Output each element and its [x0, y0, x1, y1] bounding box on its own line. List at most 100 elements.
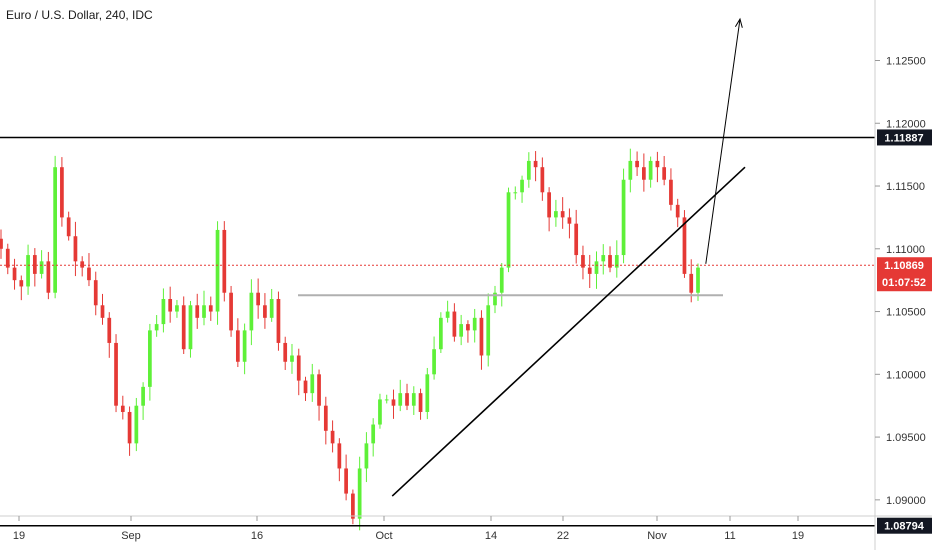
candle-body — [114, 342, 118, 406]
candle-body — [513, 192, 518, 194]
candle-body — [411, 393, 416, 406]
candle-body — [80, 261, 85, 268]
candlestick-series — [0, 148, 700, 531]
candle-body — [371, 424, 376, 444]
candle-body — [120, 405, 125, 412]
candle-body — [181, 305, 186, 350]
time-tick-label: 11 — [724, 530, 735, 542]
candle-body — [581, 255, 585, 268]
candle-body — [310, 374, 315, 394]
candle-body — [5, 248, 10, 268]
candle-body — [202, 305, 206, 318]
candle-body — [66, 217, 71, 237]
candle-body — [533, 160, 538, 168]
candle-body — [506, 192, 511, 268]
candle-body — [526, 160, 531, 180]
candle-body — [19, 280, 24, 287]
candle-body — [493, 292, 497, 306]
candle-body — [499, 267, 504, 293]
bar-countdown-label: 01:07:52 — [882, 277, 926, 289]
candle-body — [648, 160, 653, 180]
time-axis[interactable]: 19 Sep 16 Oct 14 22 Nov 11 19 — [13, 516, 804, 542]
candle-body — [364, 443, 369, 469]
candle-body — [378, 399, 382, 425]
bottom-price-label: 1.08794 — [884, 521, 925, 533]
candle-body — [601, 255, 606, 262]
candle-body — [682, 217, 687, 274]
candle-body — [290, 355, 294, 362]
candle-body — [574, 223, 579, 256]
candle-body — [154, 324, 159, 331]
price-tick-label: 1.12000 — [886, 118, 926, 130]
time-tick-label: Sep — [121, 530, 141, 542]
time-tick-label: 19 — [13, 530, 25, 542]
candle-body — [445, 311, 450, 318]
price-axis[interactable]: 1.12500 1.12000 1.11500 1.11000 1.10500 1.100… — [875, 56, 926, 507]
candle-body — [12, 267, 17, 281]
candle-body — [141, 386, 145, 406]
candle-body — [0, 238, 3, 249]
candle-body — [148, 330, 152, 387]
price-tick-label: 1.09500 — [886, 432, 926, 444]
candle-body — [560, 211, 565, 218]
candle-body — [269, 299, 274, 318]
candle-body — [594, 261, 599, 274]
candle-body — [466, 324, 470, 331]
candle-body — [60, 167, 64, 218]
candle-body — [357, 468, 362, 519]
candle-body — [26, 255, 30, 287]
candle-body — [127, 411, 132, 444]
candle-body — [39, 261, 44, 274]
candle-body — [614, 255, 619, 268]
candle-body — [696, 267, 700, 293]
time-tick-label: Nov — [647, 530, 667, 542]
candle-body — [351, 493, 355, 519]
candle-body — [391, 399, 396, 406]
candle-body — [87, 267, 91, 281]
resistance-price-tag: 1.11887 — [877, 129, 932, 146]
candle-body — [161, 299, 166, 325]
candle-body — [567, 217, 572, 224]
price-tick-label: 1.10000 — [886, 369, 926, 381]
bottom-price-tag: 1.08794 — [877, 517, 932, 534]
candle-body — [662, 167, 667, 180]
candle-body — [242, 330, 247, 362]
candle-body — [188, 305, 193, 350]
time-tick-label: 19 — [792, 530, 804, 542]
candle-body — [276, 299, 281, 343]
candle-body — [256, 292, 261, 306]
candle-body — [540, 167, 545, 193]
time-tick-label: 14 — [485, 530, 497, 542]
candle-body — [235, 330, 240, 362]
candle-body — [229, 292, 233, 331]
candle-body — [418, 393, 423, 412]
candle-body — [337, 443, 342, 469]
candle-body — [73, 236, 78, 262]
candle-body — [520, 179, 524, 193]
candle-body — [669, 179, 673, 205]
candle-body — [317, 374, 321, 406]
candle-body — [283, 342, 288, 362]
current-price-tag: 1.10869 01:07:52 — [877, 257, 932, 292]
candle-body — [195, 305, 200, 318]
chart-title: Euro / U.S. Dollar, 240, IDC — [6, 8, 153, 22]
candle-body — [296, 355, 301, 381]
candle-body — [438, 317, 443, 350]
candle-body — [168, 299, 173, 312]
candle-body — [547, 192, 551, 218]
candle-body — [635, 160, 639, 168]
candle-body — [384, 399, 389, 401]
price-tick-label: 1.11500 — [886, 181, 925, 193]
candle-body — [330, 430, 335, 444]
candle-body — [608, 255, 612, 268]
candle-body — [655, 160, 660, 168]
time-tick-label: Oct — [375, 530, 392, 542]
candle-body — [587, 267, 592, 274]
candle-body — [215, 229, 220, 312]
candle-body — [486, 305, 491, 356]
candle-body — [459, 324, 464, 337]
current-price-label: 1.10869 — [884, 260, 924, 272]
candle-body — [134, 405, 139, 444]
trendline — [391, 166, 746, 497]
